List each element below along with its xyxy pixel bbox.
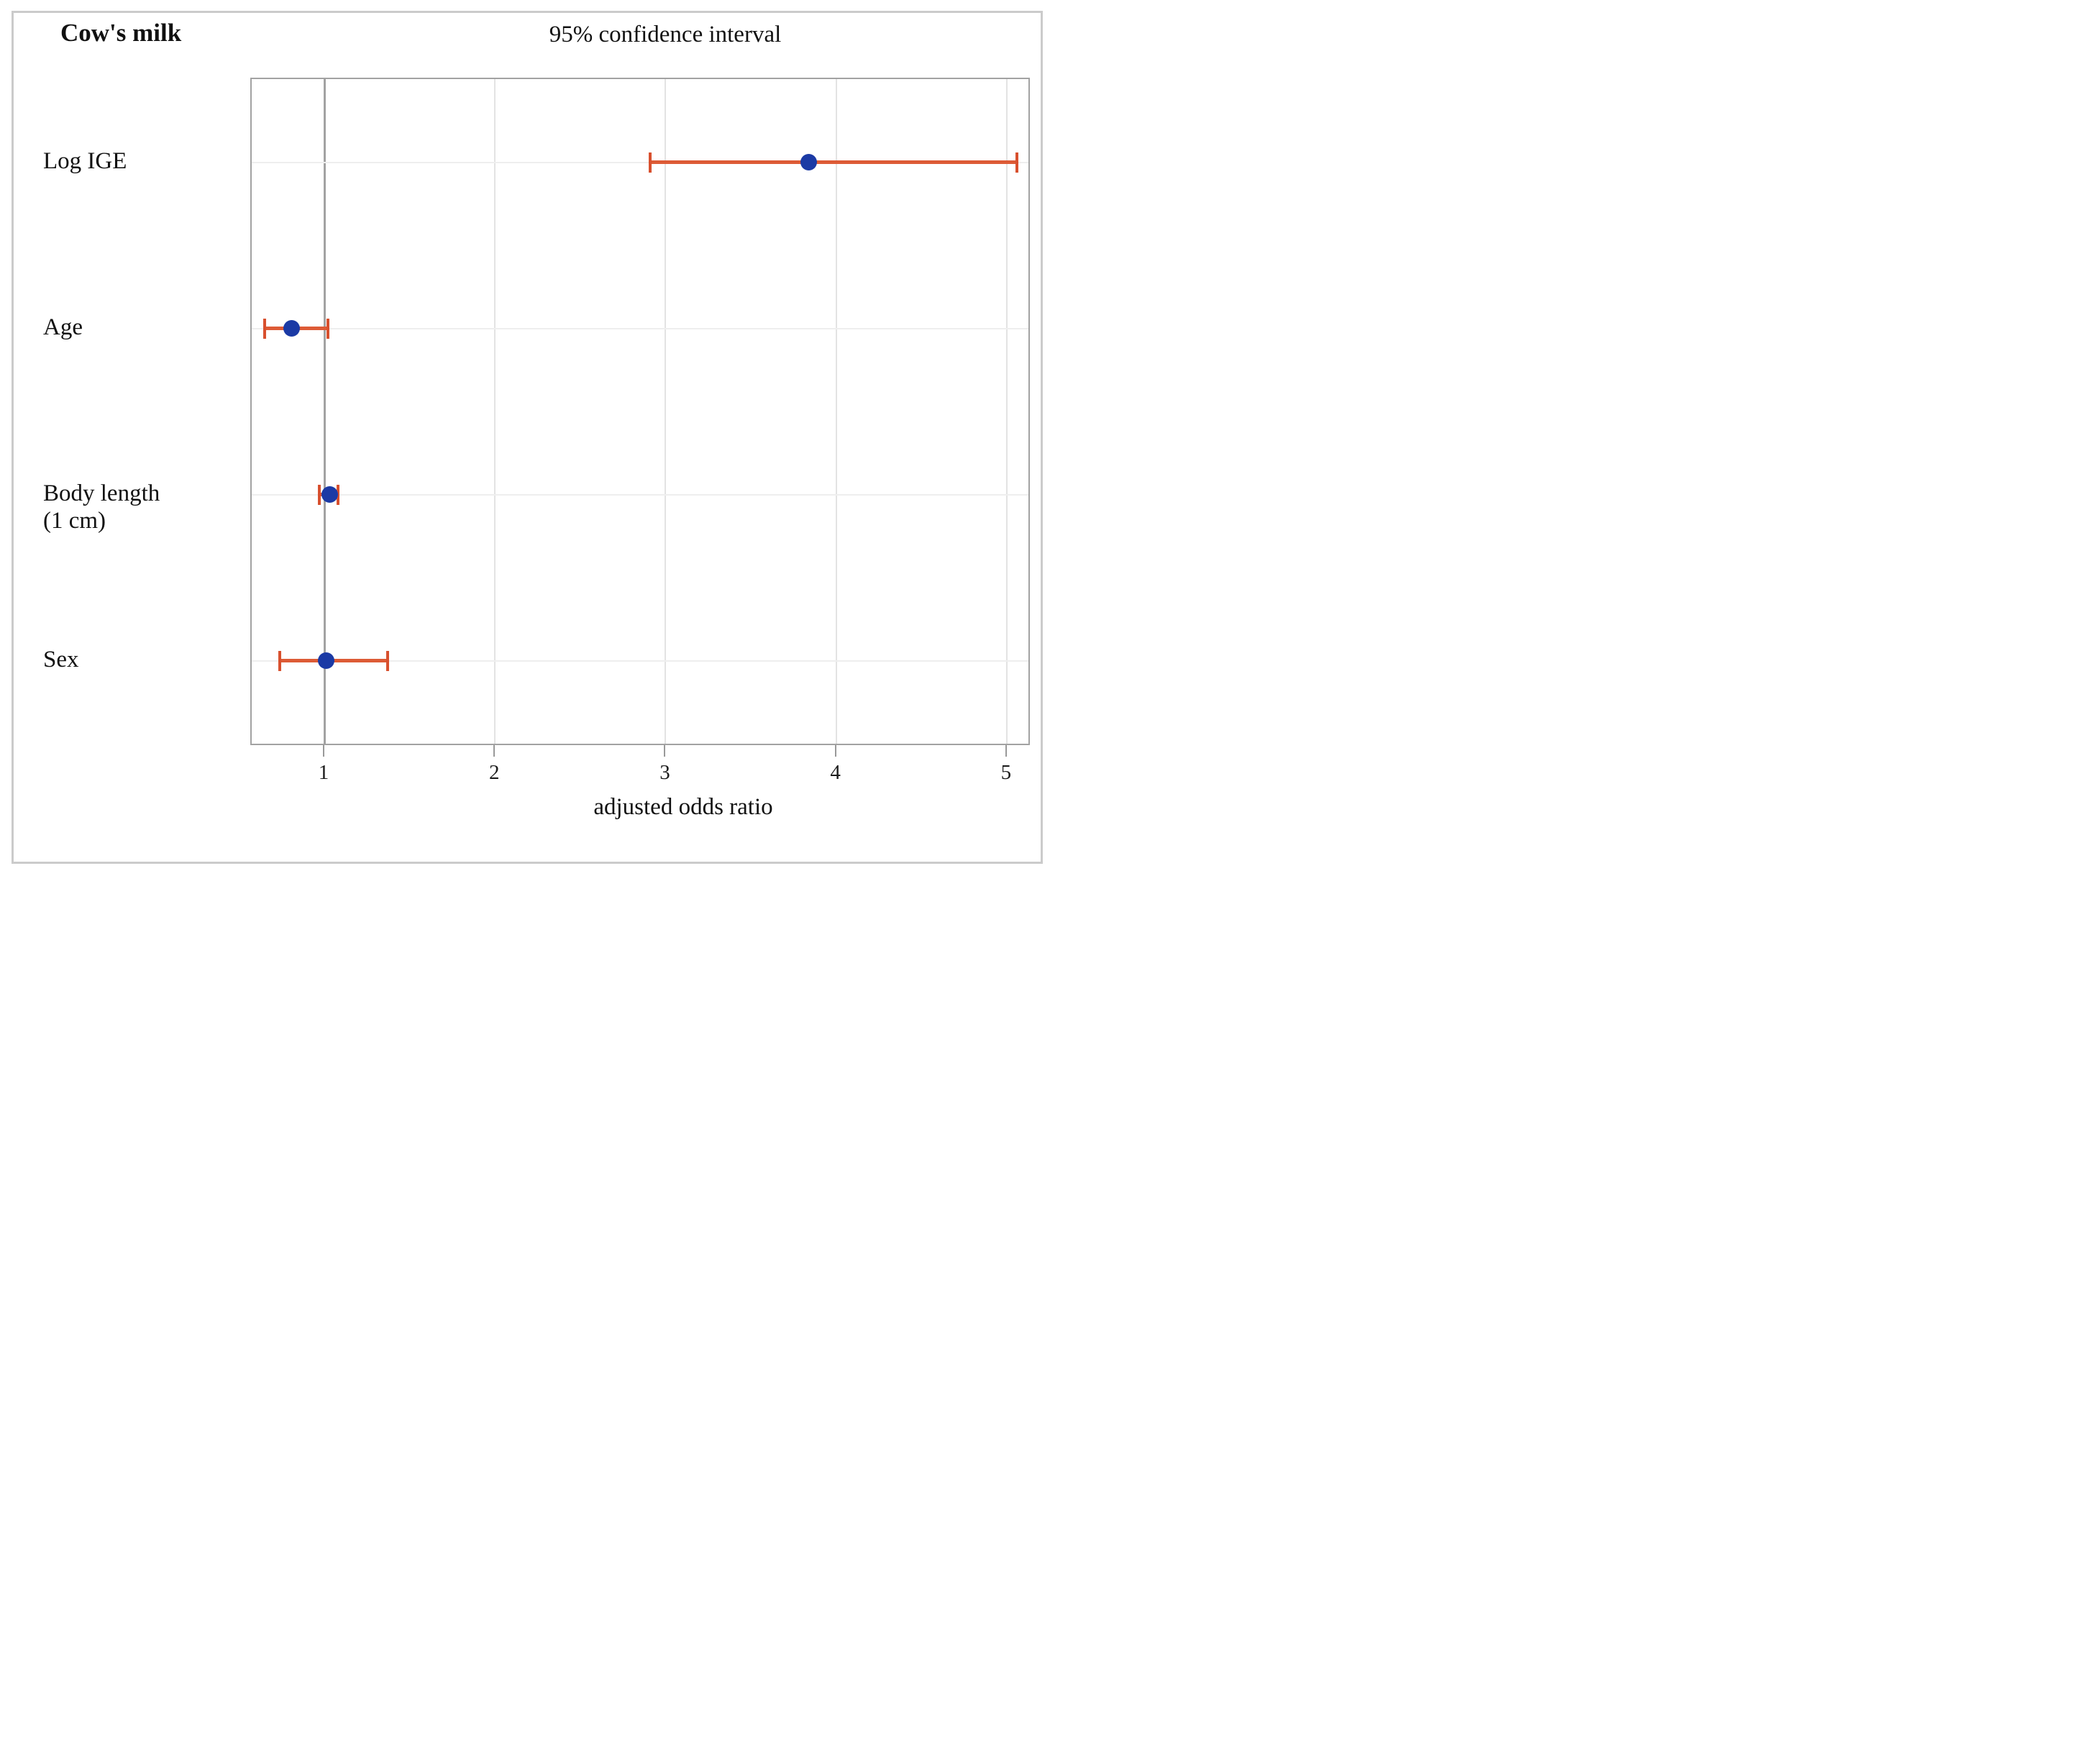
gridline-x-3 <box>665 79 667 744</box>
row-label-age: Age <box>43 314 83 340</box>
ci-cap-high-log-ige <box>1015 152 1019 173</box>
error-bar-log-ige <box>650 160 1018 164</box>
x-tick-label-4: 4 <box>830 761 841 784</box>
point-log-ige <box>800 154 818 170</box>
point-sex <box>317 652 334 669</box>
ci-cap-low-age <box>263 318 267 339</box>
x-axis-tick-5 <box>1005 745 1007 757</box>
x-axis-tick-2 <box>493 745 496 757</box>
x-axis-tick-1 <box>323 745 325 757</box>
row-label-body-length-1-cm: Body length (1 cm) <box>43 480 160 534</box>
forest-plot-figure: Cow's milk 95% confidence interval adjus… <box>0 0 1050 869</box>
x-tick-label-5: 5 <box>1000 761 1012 784</box>
point-body-length-1-cm <box>321 486 338 503</box>
x-tick-label-3: 3 <box>659 761 670 784</box>
x-tick-label-2: 2 <box>489 761 500 784</box>
figure-outer-border <box>12 11 1043 864</box>
ci-cap-high-sex <box>385 650 389 671</box>
x-axis-tick-3 <box>664 745 666 757</box>
point-age <box>283 320 301 337</box>
plot-area <box>250 78 1030 745</box>
row-gridline-sex <box>252 660 1028 662</box>
row-label-log-ige: Log IGE <box>43 147 127 174</box>
ci-header-label: 95% confidence interval <box>549 22 782 47</box>
x-tick-label-1: 1 <box>318 761 329 784</box>
row-gridline-body-length-1-cm <box>252 493 1028 496</box>
gridline-x-5 <box>1005 79 1008 744</box>
ci-cap-high-age <box>326 318 329 339</box>
gridline-x-1 <box>324 79 327 744</box>
x-axis-tick-4 <box>834 745 836 757</box>
x-axis-title: adjusted odds ratio <box>593 794 773 820</box>
figure-title: Cow's milk <box>60 19 182 47</box>
gridline-x-2 <box>494 79 496 744</box>
row-gridline-age <box>252 327 1028 329</box>
row-label-sex: Sex <box>43 646 79 673</box>
row-gridline-log-ige <box>252 161 1028 163</box>
ci-cap-low-sex <box>278 650 282 671</box>
ci-cap-low-log-ige <box>649 152 652 173</box>
gridline-x-4 <box>835 79 837 744</box>
ci-cap-low-body-length-1-cm <box>317 484 321 505</box>
ci-cap-high-body-length-1-cm <box>337 484 340 505</box>
